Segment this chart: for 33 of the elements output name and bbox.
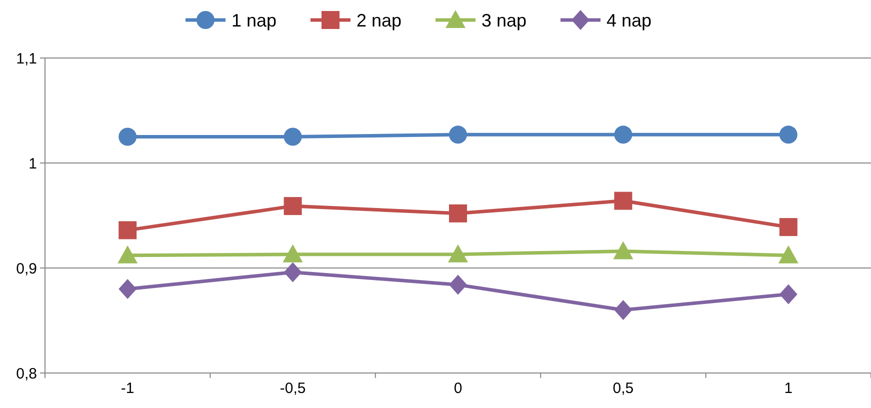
point bbox=[282, 244, 303, 262]
point bbox=[614, 192, 632, 210]
x-tick-label: -1 bbox=[120, 380, 134, 397]
x-tick-label: 1 bbox=[784, 380, 793, 397]
x-tick-label: 0 bbox=[454, 380, 462, 397]
point bbox=[118, 279, 137, 299]
point bbox=[778, 245, 798, 264]
x-tick-label: -0,5 bbox=[280, 380, 306, 397]
legend-label: 1 nap bbox=[232, 10, 277, 30]
y-tick-label: 1,1 bbox=[16, 50, 37, 68]
point bbox=[449, 274, 467, 295]
point bbox=[284, 197, 302, 216]
point bbox=[118, 128, 137, 146]
point bbox=[779, 218, 798, 236]
point bbox=[614, 126, 632, 144]
point bbox=[449, 126, 467, 144]
point bbox=[284, 128, 302, 146]
legend-label: 3 nap bbox=[482, 10, 527, 30]
legend-label: 4 nap bbox=[606, 10, 652, 30]
point bbox=[284, 262, 302, 282]
point bbox=[118, 245, 138, 264]
point bbox=[779, 284, 798, 304]
point bbox=[118, 221, 137, 240]
point bbox=[779, 126, 798, 144]
legend-label: 2 nap bbox=[356, 10, 402, 30]
y-tick-label: 0,9 bbox=[16, 260, 37, 278]
point bbox=[614, 300, 632, 320]
y-tick-label: 0,8 bbox=[16, 365, 37, 382]
y-tick-label: 1 bbox=[28, 155, 37, 172]
point bbox=[449, 204, 467, 222]
x-tick-label: 0,5 bbox=[612, 380, 634, 397]
point bbox=[613, 241, 634, 260]
point bbox=[448, 244, 468, 262]
